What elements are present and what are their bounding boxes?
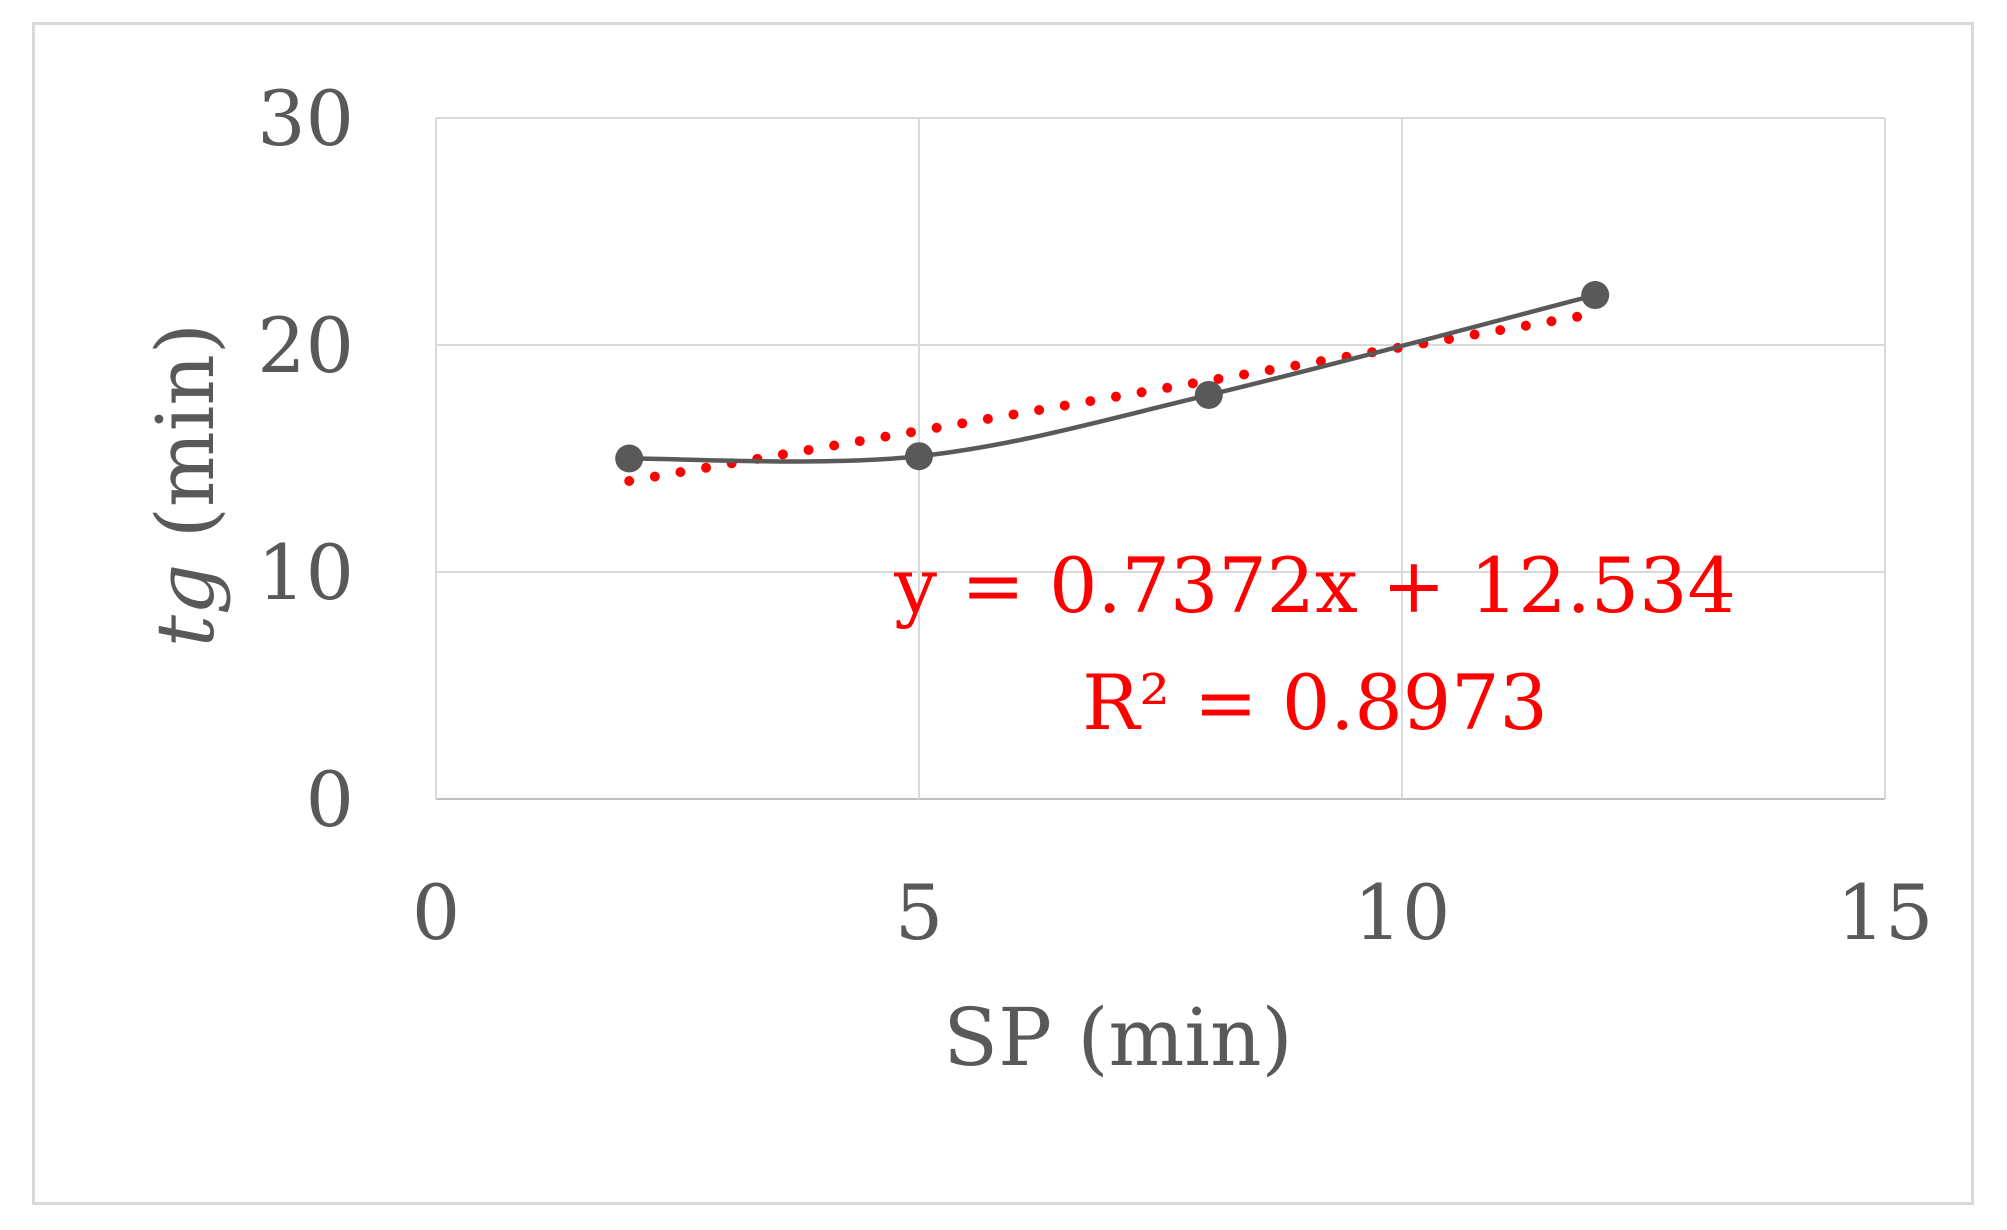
x-tick-label: 5 <box>895 868 943 957</box>
tick-labels-layer: 0 10 20 30 0 5 10 15 <box>257 74 1933 957</box>
x-tick-label: 0 <box>412 868 460 957</box>
data-point <box>1581 281 1610 310</box>
data-point <box>905 442 933 471</box>
y-axis-title-italic: tg <box>139 564 232 647</box>
data-point <box>615 444 644 473</box>
series-layer <box>615 281 1610 473</box>
data-point <box>1194 380 1223 409</box>
chart-svg: 0 10 20 30 0 5 10 15 SP (min) tg (min) y = 0.73… <box>139 74 1933 1084</box>
y-tick-label: 10 <box>257 528 354 617</box>
y-tick-label: 20 <box>257 301 354 390</box>
trendline-layer <box>624 308 1601 487</box>
x-tick-label: 10 <box>1354 868 1451 957</box>
y-tick-label: 0 <box>306 755 354 844</box>
y-axis-title-rest: (min) <box>139 323 232 564</box>
trendline <box>624 308 1601 487</box>
x-axis-title: SP (min) <box>943 991 1292 1084</box>
trendline-equation: y = 0.7372x + 12.534 <box>893 541 1736 630</box>
series-line <box>629 292 1596 464</box>
x-tick-label: 15 <box>1837 868 1934 957</box>
y-axis-title: tg (min) <box>139 323 232 647</box>
y-tick-label: 30 <box>257 74 354 163</box>
chart-frame: 0 10 20 30 0 5 10 15 SP (min) tg (min) y = 0.73… <box>32 22 1974 1205</box>
r-squared-label: R² = 0.8973 <box>1082 658 1548 747</box>
